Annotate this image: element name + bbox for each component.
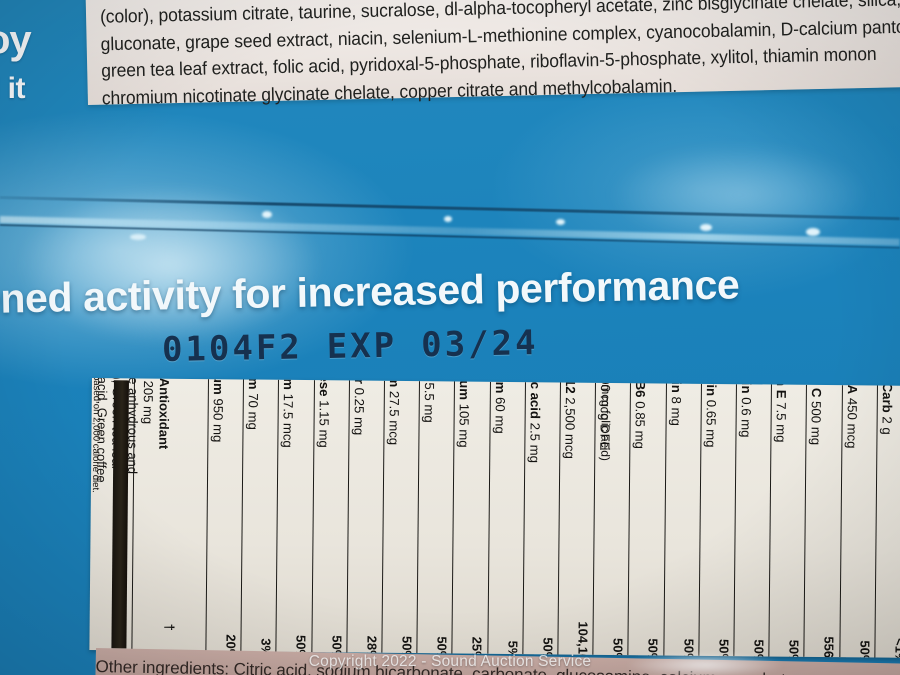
crease-glint xyxy=(700,224,712,231)
nutrient-column: Total Carb 2 g <1%* xyxy=(874,378,900,658)
nutrient-column: Folate 200 mcg DFE(120 mcg folic acid)50… xyxy=(592,378,631,658)
nutrient-name: Calcium 60 mg xyxy=(492,378,508,434)
exp-date: 03/24 xyxy=(420,323,539,366)
cutoff-word-bottom: l it xyxy=(0,72,26,105)
panel-separator-bar xyxy=(111,380,129,649)
nutrient-name: Vitamin E 7.5 mg xyxy=(773,378,790,443)
nutrient-column: Calcium 60 mg5% xyxy=(486,378,525,658)
nutrient-name: Niacin 8 mg xyxy=(668,378,684,426)
nutrient-name: Copper 0.25 mg xyxy=(351,378,367,436)
nutrient-name: Manganese 1.15 mg xyxy=(316,378,332,448)
auction-watermark: Copyright 2022 - Sound Auction Service xyxy=(308,653,592,670)
nutrient-name: Vitamin B12 2,500 mcg xyxy=(562,378,578,459)
nutrient-name: Potassium 950 mg xyxy=(210,378,226,443)
cutoff-word-top: oy xyxy=(0,18,32,62)
footnote-text: * Percent Daily Values are based on 2,00… xyxy=(89,378,103,511)
blend-dagger-symbol: † xyxy=(161,623,177,631)
crease-glint xyxy=(806,228,820,236)
nutrient-name: Magnesium 105 mg xyxy=(456,378,473,448)
bottom-label-glare xyxy=(600,650,810,675)
nutrient-name: Selenium 27.5 mcg xyxy=(386,378,402,446)
nutrient-name: Sodium 70 mg xyxy=(245,378,262,430)
crease-glint xyxy=(556,219,565,225)
crease-glint xyxy=(130,234,146,240)
lot-and-expiry-code: 0104F2 EXP 03/24 xyxy=(162,323,539,370)
nutrient-name: Riboflavin 0.65 mg xyxy=(703,378,719,448)
crease-glint xyxy=(444,216,452,222)
nutrient-subnote: (120 mcg folic acid) xyxy=(598,378,614,462)
ingredient-label-strip: (color), potassium citrate, taurine, suc… xyxy=(85,0,900,108)
nutrient-name: Thiamin 0.6 mg xyxy=(738,378,755,438)
nutrition-facts-panel: Total Carb 2 g<1%*Vitamin A 450 mcg50%Vi… xyxy=(89,378,900,658)
nutrient-name: Total Carb 2 g xyxy=(879,378,896,435)
footnote-block: * Percent Daily Values are based on 2,00… xyxy=(89,378,112,650)
nutrient-name: Vitamin A 450 mcg xyxy=(844,378,860,449)
ingredient-text-block: (color), potassium citrate, taurine, suc… xyxy=(100,0,900,112)
lot-code: 0104F2 xyxy=(161,327,304,370)
nutrient-name: Vitamin B6 0.85 mg xyxy=(632,378,649,449)
nutrient-name: Zinc 5.5 mg xyxy=(421,378,438,423)
botanical-blend-block: Botanical AntioxidantBlend 205 mgCaffein… xyxy=(89,378,208,652)
exp-label: EXP xyxy=(326,325,398,367)
nutrient-name: Vitamin C 500 mg xyxy=(808,378,825,446)
nutrient-name: Pantothenic acid 2.5 mg xyxy=(527,378,543,464)
nutrient-column: Sodium 70 mg3% xyxy=(240,378,279,657)
crease-glint xyxy=(262,211,272,218)
nutrient-name: Chromium 17.5 mcg xyxy=(280,378,297,448)
nutrition-columns-container: Total Carb 2 g<1%*Vitamin A 450 mcg50%Vi… xyxy=(89,378,900,658)
